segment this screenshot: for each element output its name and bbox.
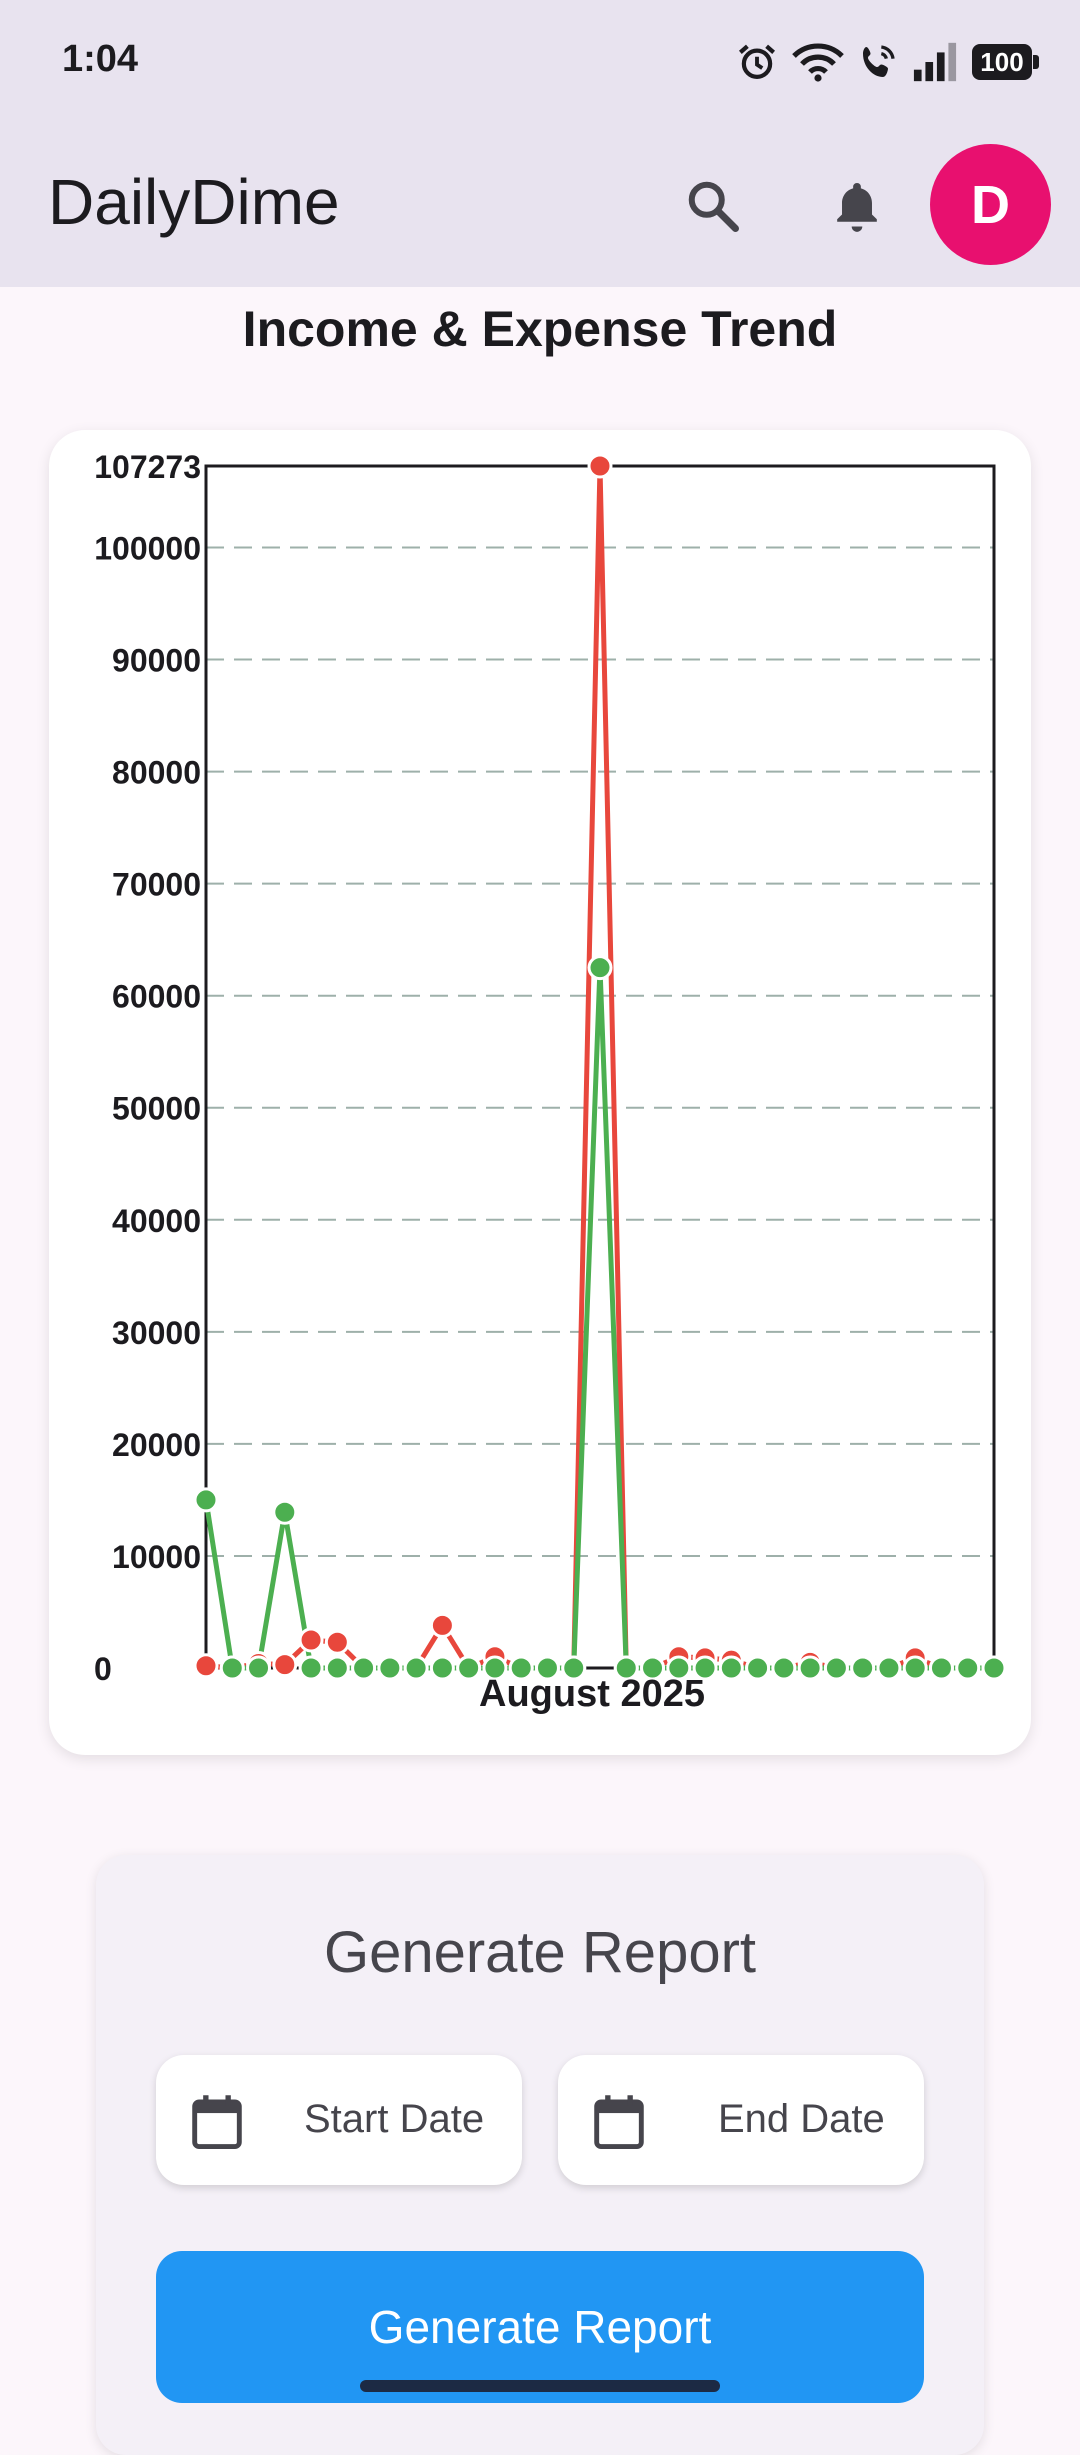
data-point-series-2[interactable] — [482, 1655, 508, 1681]
y-tick-label: 0 — [94, 1651, 112, 1687]
status-bar: 1:04 100 — [0, 0, 1080, 125]
y-tick-label: 107273 — [94, 449, 201, 485]
navigation-handle[interactable] — [360, 2380, 720, 2392]
data-point-series-2[interactable] — [351, 1655, 377, 1681]
data-point-series-2[interactable] — [823, 1655, 849, 1681]
series-line-1 — [205, 463, 994, 1671]
battery-level: 100 — [980, 47, 1024, 77]
data-point-series-2[interactable] — [219, 1655, 245, 1681]
wifi-call-icon — [863, 45, 895, 77]
data-point-series-2[interactable] — [246, 1655, 272, 1681]
app-bar: DailyDime D — [0, 125, 1080, 287]
data-point-series-2[interactable] — [771, 1655, 797, 1681]
data-point-series-2[interactable] — [902, 1655, 928, 1681]
app-title: DailyDime — [48, 166, 340, 238]
data-point-series-1[interactable] — [324, 1629, 350, 1655]
data-point-series-2[interactable] — [403, 1655, 429, 1681]
y-tick-label: 80000 — [112, 755, 201, 791]
grid-lines — [206, 546, 994, 1557]
status-time: 1:04 — [62, 38, 139, 80]
data-point-series-2[interactable] — [534, 1655, 560, 1681]
avatar[interactable]: D — [930, 144, 1051, 265]
end-date-label: End Date — [718, 2097, 885, 2141]
data-point-series-1[interactable] — [587, 453, 613, 479]
data-point-series-2[interactable] — [797, 1655, 823, 1681]
y-axis-ticks: 1072731000009000080000700006000050000400… — [94, 449, 201, 1687]
calendar-icon — [192, 2095, 242, 2149]
data-point-series-2[interactable] — [928, 1655, 954, 1681]
notifications-button[interactable] — [812, 161, 902, 251]
generate-report-button[interactable]: Generate Report — [156, 2251, 924, 2403]
report-title: Generate Report — [323, 1920, 757, 1985]
data-point-series-2[interactable] — [981, 1655, 1007, 1681]
calendar-icon — [594, 2095, 644, 2149]
y-tick-label: 40000 — [112, 1203, 201, 1239]
data-point-series-2[interactable] — [298, 1655, 324, 1681]
data-point-series-2[interactable] — [587, 955, 613, 981]
y-tick-label: 20000 — [112, 1427, 201, 1463]
data-point-series-2[interactable] — [613, 1655, 639, 1681]
chart-card: 107273 100000 90000 80000 70000 60000 50000 400… — [49, 430, 1031, 1755]
battery-icon: 100 — [972, 44, 1040, 80]
data-point-series-2[interactable] — [718, 1655, 744, 1681]
start-date-label: Start Date — [304, 2097, 485, 2141]
data-point-series-2[interactable] — [666, 1655, 692, 1681]
income-expense-chart: 1072731000009000080000700006000050000400… — [94, 449, 1007, 1715]
search-icon — [688, 181, 739, 232]
data-point-series-2[interactable] — [324, 1655, 350, 1681]
chart-heading: Income & Expense Trend — [242, 301, 838, 357]
data-point-series-2[interactable] — [692, 1655, 718, 1681]
data-point-series-2[interactable] — [272, 1499, 298, 1525]
wifi-icon — [792, 43, 844, 82]
data-point-series-1[interactable] — [272, 1652, 298, 1678]
signal-icon — [913, 42, 957, 82]
plot-frame — [204, 464, 996, 1670]
report-card: Generate Report Start Date End Date Gene… — [96, 1855, 984, 2455]
data-point-series-1[interactable] — [193, 1653, 219, 1679]
search-button[interactable] — [668, 161, 758, 251]
data-point-series-2[interactable] — [640, 1655, 666, 1681]
data-point-series-2[interactable] — [876, 1655, 902, 1681]
data-point-series-2[interactable] — [429, 1655, 455, 1681]
series-layer — [193, 453, 1007, 1681]
notification-bell-icon — [837, 183, 877, 232]
data-point-series-2[interactable] — [850, 1655, 876, 1681]
start-date-button[interactable]: Start Date — [156, 2055, 522, 2185]
y-tick-label: 50000 — [112, 1091, 201, 1127]
y-tick-label: 10000 — [112, 1539, 201, 1575]
x-axis-label: August 2025 — [479, 1673, 705, 1715]
end-date-button[interactable]: End Date — [558, 2055, 924, 2185]
avatar-letter: D — [971, 174, 1010, 235]
y-tick-label: 30000 — [112, 1315, 201, 1351]
data-point-series-2[interactable] — [377, 1655, 403, 1681]
data-point-series-2[interactable] — [561, 1655, 587, 1681]
data-point-series-2[interactable] — [508, 1655, 534, 1681]
y-tick-label: 100000 — [94, 530, 201, 566]
y-tick-label: 70000 — [112, 867, 201, 903]
data-point-series-2[interactable] — [955, 1655, 981, 1681]
y-tick-label: 90000 — [112, 643, 201, 679]
alarm-icon — [738, 44, 776, 79]
data-point-series-2[interactable] — [456, 1655, 482, 1681]
y-tick-label: 60000 — [112, 979, 201, 1015]
data-point-series-2[interactable] — [193, 1487, 219, 1513]
series-line-2 — [203, 965, 994, 1671]
data-point-series-1[interactable] — [429, 1612, 455, 1638]
data-point-series-2[interactable] — [745, 1655, 771, 1681]
status-icons: 100 — [736, 36, 1040, 88]
data-point-series-1[interactable] — [298, 1627, 324, 1653]
